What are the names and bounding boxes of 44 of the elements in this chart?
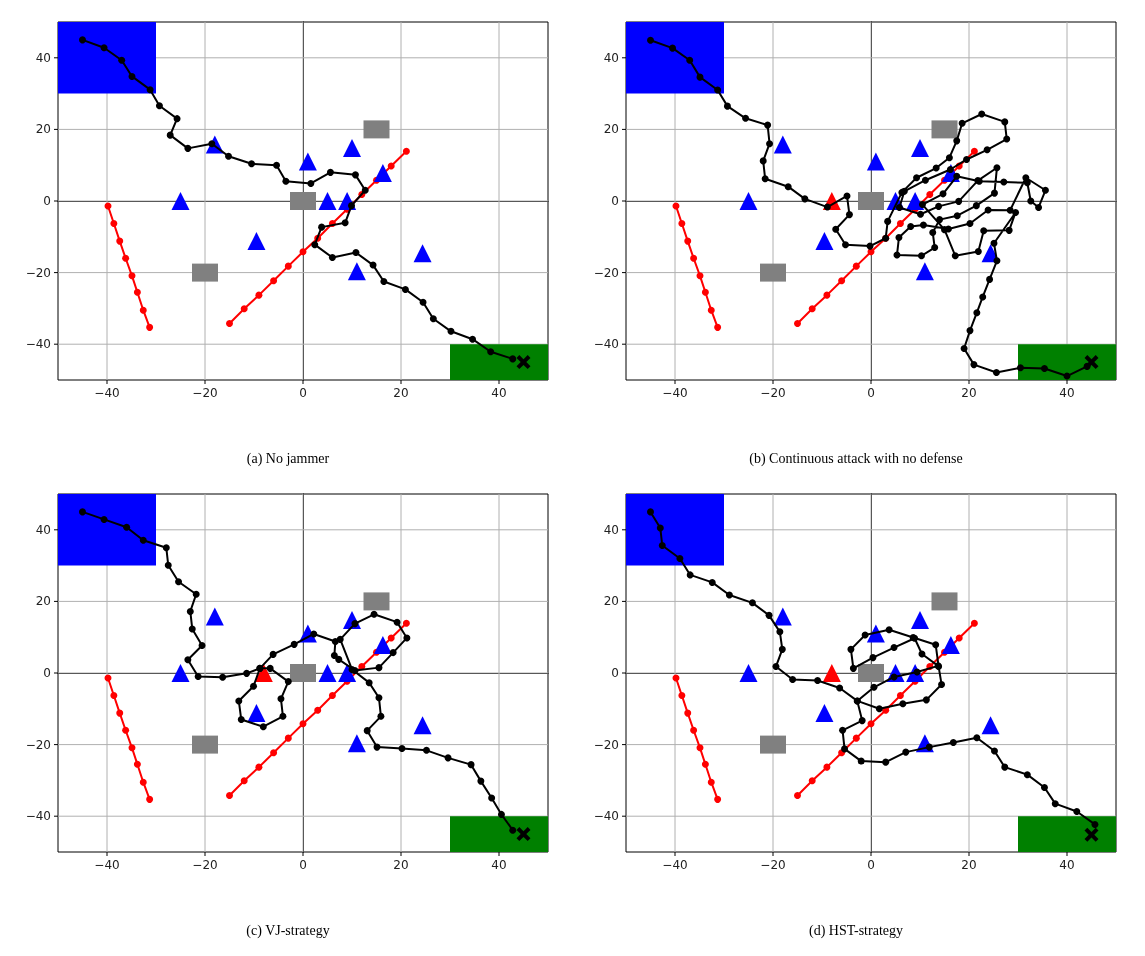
y-tick-label: 0 xyxy=(611,194,619,208)
x-tick-label: 0 xyxy=(867,858,875,872)
x-tick-label: −40 xyxy=(94,386,120,400)
x-tick-label: −20 xyxy=(192,386,218,400)
text: (c) VJ-strategy xyxy=(246,922,330,939)
x-tick-label: 40 xyxy=(491,858,507,872)
x-tick-label: 0 xyxy=(299,858,307,872)
text: (b) Continuous attack with no defense xyxy=(749,450,963,467)
x-tick-label: 0 xyxy=(299,386,307,400)
y-tick-label: 40 xyxy=(603,522,619,537)
y-tick-label: 20 xyxy=(35,122,51,137)
y-tick-label: −20 xyxy=(25,265,51,280)
y-tick-label: −20 xyxy=(25,737,51,752)
y-tick-label: 20 xyxy=(603,122,619,137)
x-tick-label: 20 xyxy=(961,386,977,400)
x-tick-label: 0 xyxy=(867,386,875,400)
text: (a) No jammer xyxy=(246,450,330,467)
x-tick-label: −40 xyxy=(662,858,688,872)
x-tick-label: −20 xyxy=(760,858,786,872)
x-tick-label: 20 xyxy=(961,858,977,872)
y-tick-label: −40 xyxy=(593,809,619,824)
y-tick-label: 40 xyxy=(35,50,51,65)
y-tick-label: −40 xyxy=(25,809,51,824)
y-tick-label: 0 xyxy=(43,666,51,680)
text: (d) HST-strategy xyxy=(809,922,903,939)
y-tick-label: −40 xyxy=(25,337,51,352)
x-tick-label: 40 xyxy=(1059,386,1075,400)
x-tick-label: 20 xyxy=(393,858,409,872)
y-tick-label: −40 xyxy=(593,337,619,352)
y-tick-label: 40 xyxy=(35,522,51,537)
y-tick-label: 0 xyxy=(611,666,619,680)
x-tick-label: 40 xyxy=(491,386,507,400)
x-tick-label: 20 xyxy=(393,386,409,400)
y-tick-label: −20 xyxy=(593,265,619,280)
y-tick-label: 0 xyxy=(43,194,51,208)
y-tick-label: −20 xyxy=(593,737,619,752)
x-tick-label: 40 xyxy=(1059,858,1075,872)
x-tick-label: −20 xyxy=(192,858,218,872)
x-tick-label: −40 xyxy=(94,858,120,872)
y-tick-label: 20 xyxy=(35,594,51,609)
x-tick-label: −20 xyxy=(760,386,786,400)
y-tick-label: 20 xyxy=(603,594,619,609)
x-tick-label: −40 xyxy=(662,386,688,400)
y-tick-label: 40 xyxy=(603,50,619,65)
